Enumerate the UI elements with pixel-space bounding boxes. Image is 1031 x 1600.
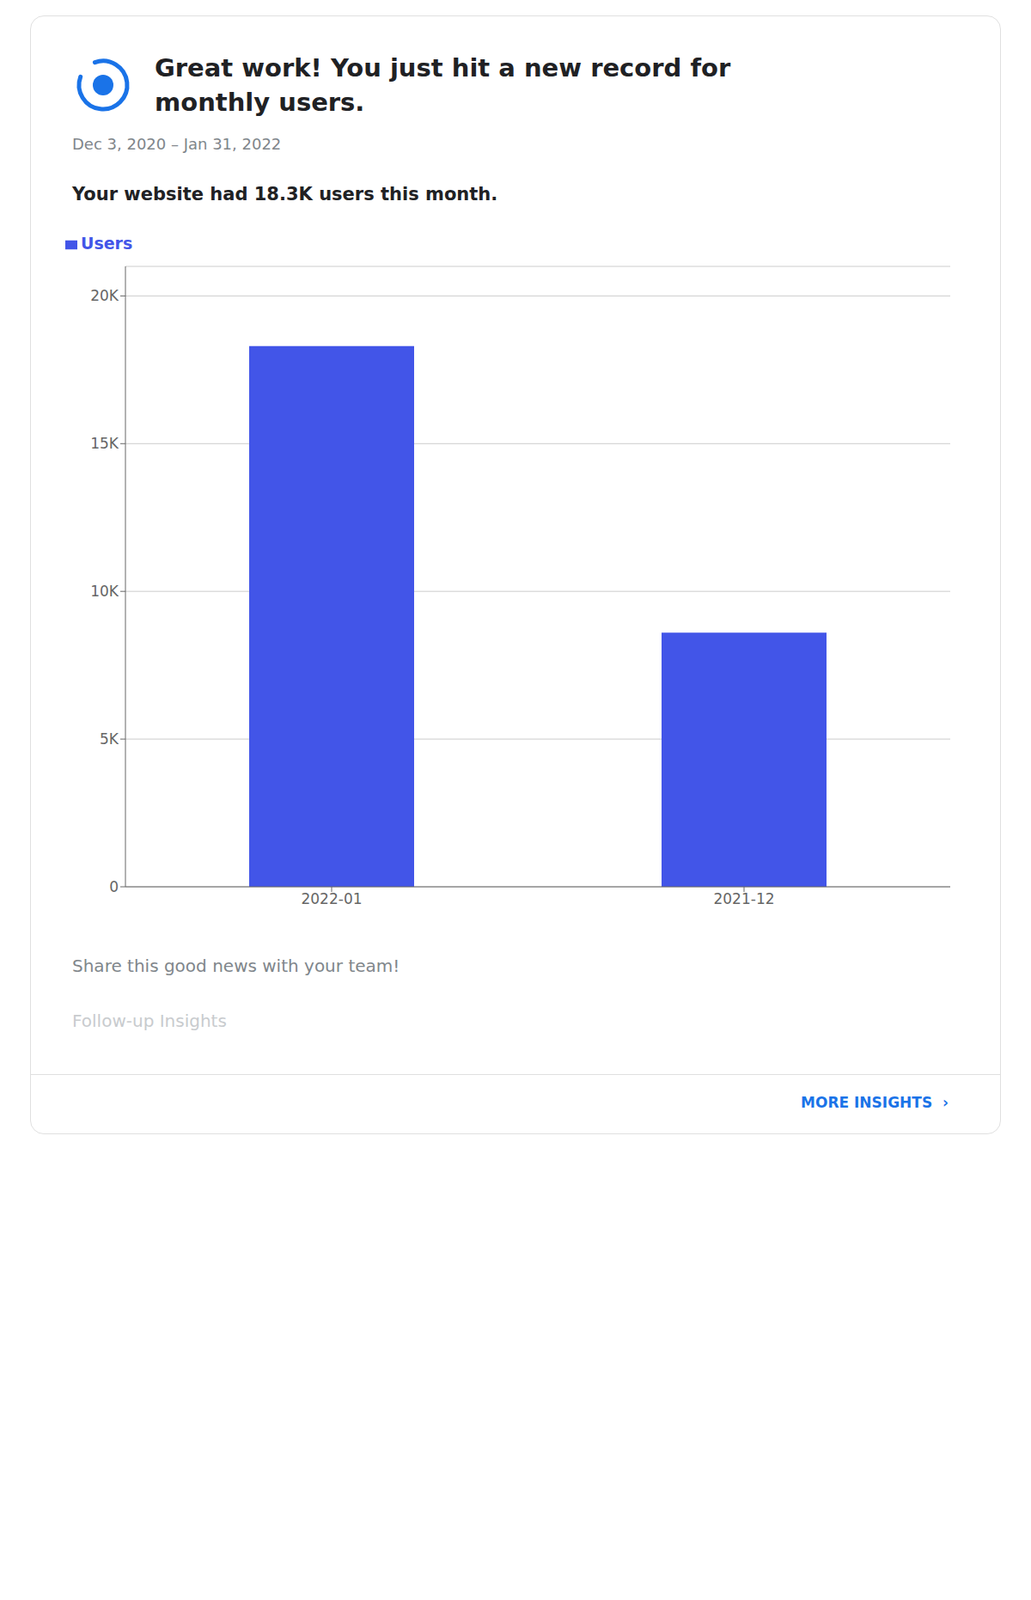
svg-text:2021-12: 2021-12 (713, 890, 775, 908)
svg-text:0: 0 (109, 878, 119, 896)
svg-text:20K: 20K (90, 286, 120, 305)
html-text:Share this good news with your: Share this good news with your team! (72, 955, 400, 977)
html-text:Great work! You just hit a new: Great work! You just hit a new record fo… (154, 53, 731, 117)
svg-text:10K: 10K (90, 582, 120, 600)
html-text:MORE INSIGHTS ›: MORE INSIGHTS › (800, 1093, 949, 1111)
svg-text:2022-01: 2022-01 (300, 890, 362, 908)
svg-text:5K: 5K (99, 730, 120, 748)
svg-text:15K: 15K (90, 434, 120, 452)
html-text:Dec 3, 2020 – Jan 31, 2022: Dec 3, 2020 – Jan 31, 2022 (72, 134, 282, 153)
html-text:Users: Users (80, 233, 133, 253)
html-text:Follow-up Insights: Follow-up Insights (72, 1010, 227, 1031)
html-text:Your website had 18.3K users t: Your website had 18.3K users this month. (72, 183, 498, 205)
